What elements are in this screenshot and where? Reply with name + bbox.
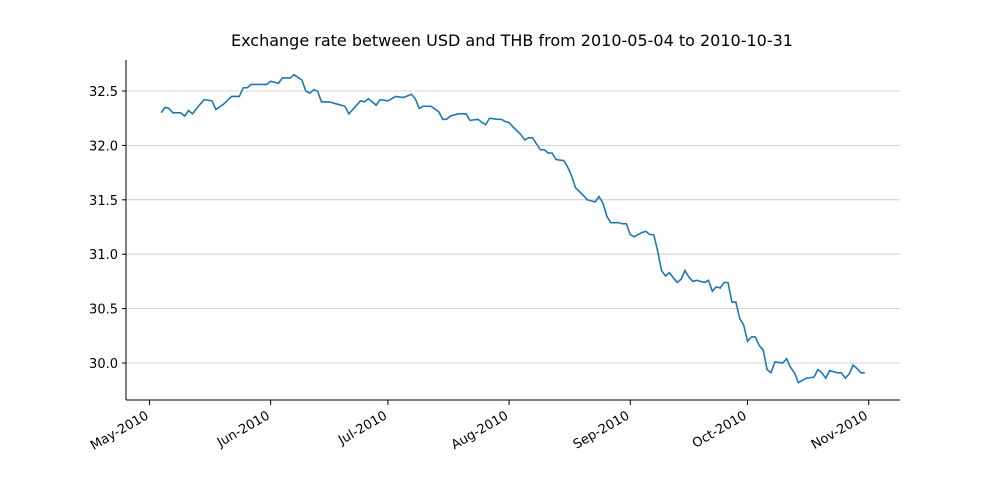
y-tick-label: 31.0 (89, 248, 118, 263)
chart-title: Exchange rate between USD and THB from 2… (231, 31, 793, 50)
x-tick-label: Jul-2010 (335, 408, 390, 448)
y-tick-label: 32.0 (89, 139, 118, 154)
x-tick-label: Oct-2010 (690, 408, 750, 451)
x-tick-label: Aug-2010 (449, 408, 511, 453)
x-tick-label: May-2010 (88, 408, 151, 453)
x-tick-label: Jun-2010 (214, 408, 273, 451)
y-tick-label: 31.5 (89, 194, 118, 209)
y-tick-label: 30.0 (89, 357, 118, 372)
line (160, 73, 865, 384)
y-tick-label: 32.5 (89, 85, 118, 100)
x-tick-label: Sep-2010 (571, 408, 632, 452)
y-tick-label: 30.5 (89, 303, 118, 318)
x-tick-label: Nov-2010 (809, 408, 871, 452)
